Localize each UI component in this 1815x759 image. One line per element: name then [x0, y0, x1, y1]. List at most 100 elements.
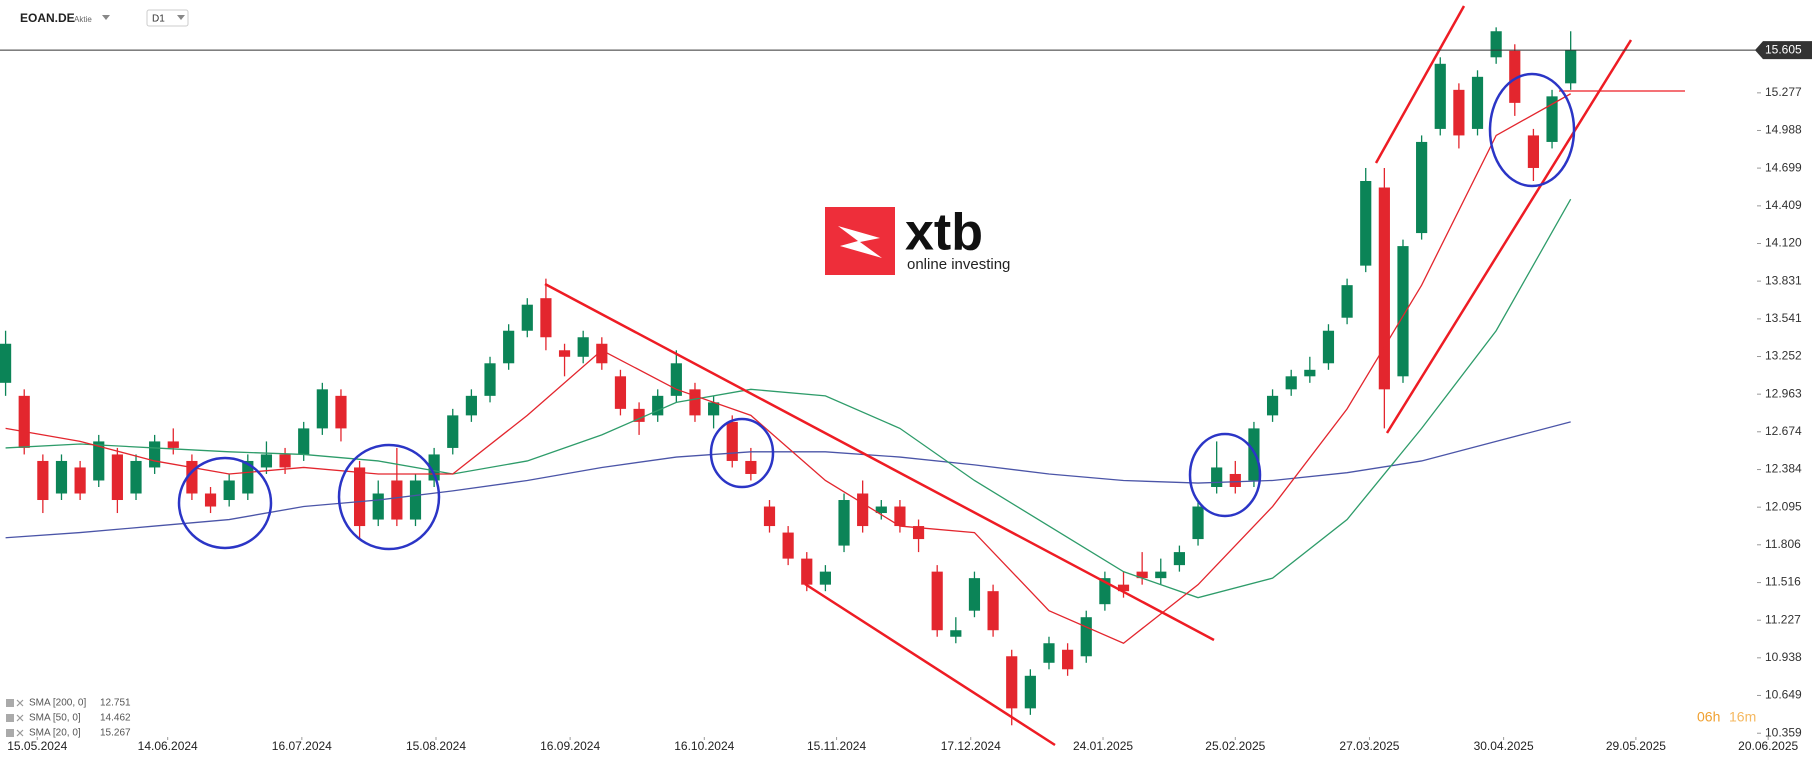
candle-body	[521, 304, 533, 331]
legend-name: SMA [20, 0]	[29, 728, 81, 739]
legend-icon	[6, 699, 14, 707]
candle-body	[391, 480, 403, 520]
candle-body	[149, 441, 161, 468]
dropdown-arrow[interactable]	[177, 15, 185, 20]
y-tick-label: 13.831	[1765, 273, 1802, 287]
candle-body	[1211, 467, 1223, 487]
candle-body	[782, 532, 794, 559]
candle-body	[409, 480, 422, 520]
candle-body	[1080, 617, 1092, 657]
candle-body	[708, 402, 720, 416]
sma-line	[5, 93, 1571, 644]
circle	[337, 443, 441, 551]
candle-body	[1434, 63, 1446, 129]
candle-body	[167, 441, 179, 448]
x-tick-label: 27.03.2025	[1339, 739, 1399, 753]
candle-body	[372, 493, 384, 520]
candle-body	[652, 395, 664, 416]
countdown-minutes: 16m	[1729, 709, 1756, 725]
x-tick-label: 24.01.2025	[1073, 739, 1133, 753]
symbol[interactable]: EOAN.DE	[20, 11, 75, 25]
x-tick-label: 14.06.2024	[138, 739, 198, 753]
header: EOAN.DE Aktie D1	[20, 9, 189, 27]
x-tick-label: 16.07.2024	[272, 739, 332, 753]
last-price-label: 15.605	[1765, 42, 1802, 56]
logo-icon	[838, 226, 882, 258]
x-tick-label: 20.06.2025	[1738, 739, 1798, 753]
candle-body	[1043, 643, 1055, 663]
y-tick-label: 10.649	[1765, 688, 1802, 702]
y-tick-label: 14.988	[1765, 123, 1802, 137]
candle-body	[428, 454, 440, 481]
candle-body	[968, 578, 981, 611]
candle-body	[1248, 428, 1260, 481]
candle-body	[111, 454, 123, 501]
candle-body	[1565, 50, 1577, 84]
candle-body	[0, 343, 12, 383]
legend-icon	[6, 714, 14, 722]
candle-body	[726, 421, 738, 461]
candle-body	[1527, 135, 1540, 168]
x-tick-label: 29.05.2025	[1606, 739, 1666, 753]
y-tick-label: 13.541	[1765, 311, 1802, 325]
candle-body	[1155, 571, 1167, 579]
candle-body	[819, 571, 831, 585]
trend-line	[544, 282, 1215, 642]
legend-close[interactable]	[16, 714, 24, 722]
candle-body	[689, 389, 701, 416]
dropdown-arrow[interactable]	[102, 15, 110, 20]
timeframe-box[interactable]	[146, 9, 189, 27]
trend-line	[1374, 5, 1466, 164]
candle-body	[1509, 50, 1521, 103]
sma-line	[5, 421, 1571, 539]
candle-body	[1322, 330, 1335, 364]
legend-close[interactable]	[16, 699, 24, 707]
legend-close[interactable]	[16, 729, 24, 737]
candle-body	[1490, 31, 1502, 58]
y-tick-label: 10.359	[1765, 725, 1802, 739]
instrument-type: Aktie	[74, 15, 92, 24]
candle-body	[1099, 578, 1111, 605]
legend-name: SMA [200, 0]	[29, 698, 86, 709]
legend-value: 15.267	[100, 728, 131, 739]
candle-body	[1173, 552, 1185, 566]
logo-tagline: online investing	[907, 256, 1010, 273]
candle-body	[316, 389, 328, 429]
candle-body	[447, 415, 459, 448]
y-tick-label: 12.674	[1765, 424, 1802, 438]
y-tick-label: 12.963	[1765, 386, 1802, 400]
candle-body	[204, 493, 217, 507]
legend-value: 12.751	[100, 698, 131, 709]
candle-body	[1471, 76, 1484, 129]
candle-body	[558, 350, 571, 357]
x-tick-label: 15.11.2024	[807, 739, 866, 753]
candle-body	[1304, 369, 1316, 377]
circle	[1188, 432, 1262, 518]
y-tick-label: 11.806	[1765, 537, 1801, 551]
candle-body	[1416, 141, 1428, 234]
legend-name: SMA [50, 0]	[29, 713, 81, 724]
logo-text: xtb	[905, 204, 983, 262]
candle-body	[354, 467, 366, 527]
last-price-box	[1755, 41, 1812, 60]
candle-body	[1546, 96, 1558, 142]
timeframe[interactable]: D1	[152, 14, 165, 25]
candle-body	[1341, 285, 1353, 318]
candle-body	[484, 363, 496, 396]
candle-body	[298, 428, 310, 455]
countdown: 06h 16m	[1697, 709, 1756, 725]
candle-body	[503, 330, 515, 364]
candle-body	[37, 460, 49, 501]
candle-body	[763, 506, 776, 527]
candle-body	[1192, 506, 1204, 540]
trend-line	[804, 582, 1056, 747]
y-tick-label: 15.277	[1765, 85, 1802, 99]
candle-body	[1006, 656, 1018, 709]
candle-body	[857, 493, 869, 527]
y-tick-label: 11.227	[1765, 612, 1801, 626]
candle-body	[1024, 675, 1036, 709]
candle-body	[875, 506, 887, 514]
candle-body	[614, 376, 627, 409]
